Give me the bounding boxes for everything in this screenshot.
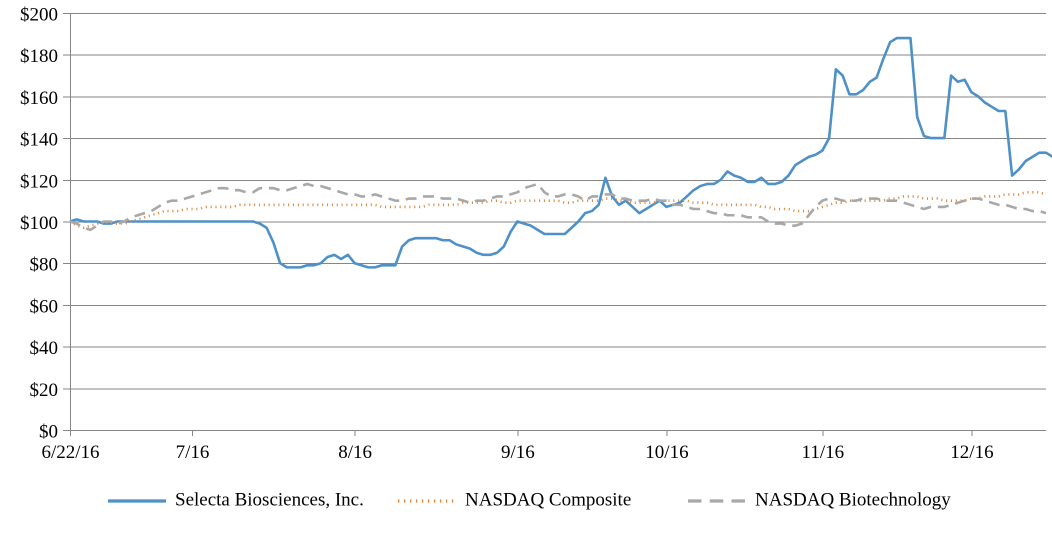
y-axis-tick-label: $0 [39,422,58,443]
series-line-1 [69,36,1052,269]
y-axis-tick-label: $200 [20,5,58,26]
y-axis-tick-label: $160 [20,88,58,109]
y-axis-tick-label: $80 [30,255,59,276]
legend-label-1: Selecta Biosciences, Inc. [175,489,364,510]
x-axis: 6/22/16 7/16 8/16 9/16 10/16 11/16 12/16 [41,430,994,463]
x-axis-tick-label: 11/16 [802,442,845,463]
y-axis-tick-label: $40 [30,338,59,359]
y-axis-tick-label: $180 [20,46,58,67]
grid-lines: $0 $20 $40 $60 $80 $100 $120 $140 $160 $180 $200 [20,5,1046,443]
series-line-3 [69,182,1047,232]
y-axis-tick-label: $100 [20,213,58,234]
y-axis-tick-label: $140 [20,130,58,151]
legend-label-2: NASDAQ Composite [465,489,631,510]
series-group [69,36,1052,269]
x-axis-tick-label: 12/16 [950,442,993,463]
x-axis-tick-label: 6/22/16 [41,442,99,463]
x-axis-tick-label: 8/16 [338,442,372,463]
x-axis-tick-label: 10/16 [645,442,688,463]
y-axis-tick-label: $60 [30,296,59,317]
y-axis-tick-label: $120 [20,171,58,192]
x-axis-tick-label: 7/16 [176,442,210,463]
x-axis-tick-label: 9/16 [501,442,535,463]
legend-label-3: NASDAQ Biotechnology [755,489,951,510]
chart-legend: Selecta Biosciences, Inc. NASDAQ Composit… [108,489,951,510]
y-axis-tick-label: $20 [30,380,59,401]
